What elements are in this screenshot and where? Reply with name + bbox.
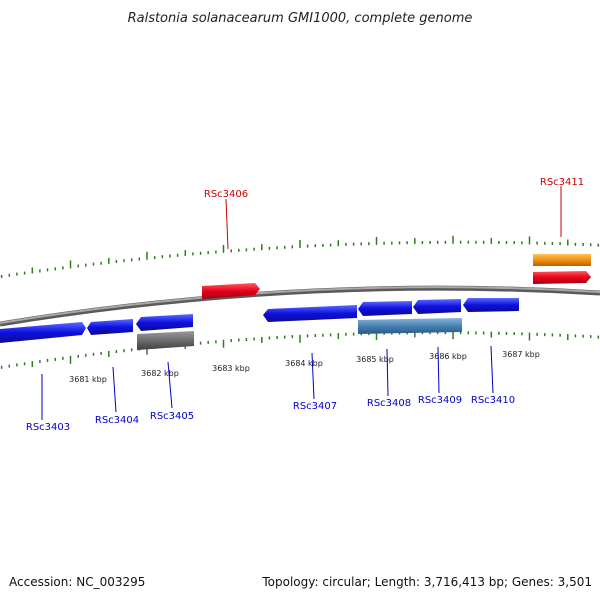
genome-title: Ralstonia solanacearum GMI1000, complete… (128, 11, 473, 26)
feature-bar-rsc3411[interactable] (533, 254, 591, 266)
leader-line (112, 366, 117, 413)
gene-arrow-rsc3404[interactable] (87, 319, 133, 335)
kbp-label: 3686 kbp (429, 352, 467, 361)
gene-arrow-rsc3405[interactable] (136, 314, 193, 331)
genome-backbone (0, 285, 600, 327)
gene-arrow-rsc3403[interactable] (0, 322, 86, 343)
gene-arrow-rsc3406[interactable] (202, 283, 260, 299)
leader-line (225, 198, 229, 250)
kbp-label: 3687 kbp (502, 350, 540, 359)
gene-label[interactable]: RSc3403 (26, 422, 70, 433)
gene-label[interactable]: RSc3411 (540, 177, 584, 188)
gene-label[interactable]: RSc3406 (204, 189, 248, 200)
kbp-label: 3681 kbp (69, 375, 107, 384)
kbp-label: 3685 kbp (356, 355, 394, 364)
gene-label[interactable]: RSc3408 (367, 398, 411, 409)
gene-arrow-rsc3411[interactable] (533, 271, 591, 284)
leader-line (311, 352, 315, 400)
gene-label[interactable]: RSc3409 (418, 395, 462, 406)
kbp-label: 3682 kbp (141, 369, 179, 378)
leader-line (490, 345, 494, 394)
kbp-label: 3683 kbp (212, 364, 250, 373)
gene-label[interactable]: RSc3405 (150, 411, 194, 422)
gene-labels: RSc3403 RSc3404 RSc3405 RSc3406 RSc3407 … (26, 177, 584, 433)
leader-line (437, 346, 440, 394)
gene-label-leaders (41, 186, 562, 420)
accession-text: Accession: NC_003295 (9, 575, 145, 589)
kbp-label: 3684 kbp (285, 359, 323, 368)
gene-arrow-rsc3409[interactable] (413, 299, 461, 314)
feature-bar-rsc3405[interactable] (137, 331, 194, 350)
gene-arrow-rsc3407[interactable] (263, 305, 357, 322)
genome-backbone-highlight (0, 286, 600, 324)
gene-arrow-rsc3410[interactable] (463, 298, 519, 312)
gene-arrow-rsc3408[interactable] (358, 301, 412, 316)
kbp-scale-labels: 3681 kbp 3682 kbp 3683 kbp 3684 kbp 3685… (69, 350, 540, 384)
outer-tick-track (0, 235, 600, 278)
leader-line (167, 361, 173, 409)
gene-label[interactable]: RSc3404 (95, 415, 139, 426)
gene-label[interactable]: RSc3410 (471, 395, 515, 406)
gene-label[interactable]: RSc3407 (293, 401, 337, 412)
leader-line (386, 348, 389, 397)
feature-bar-rsc3408[interactable] (358, 318, 462, 334)
genome-summary-text: Topology: circular; Length: 3,716,413 bp… (261, 575, 592, 589)
